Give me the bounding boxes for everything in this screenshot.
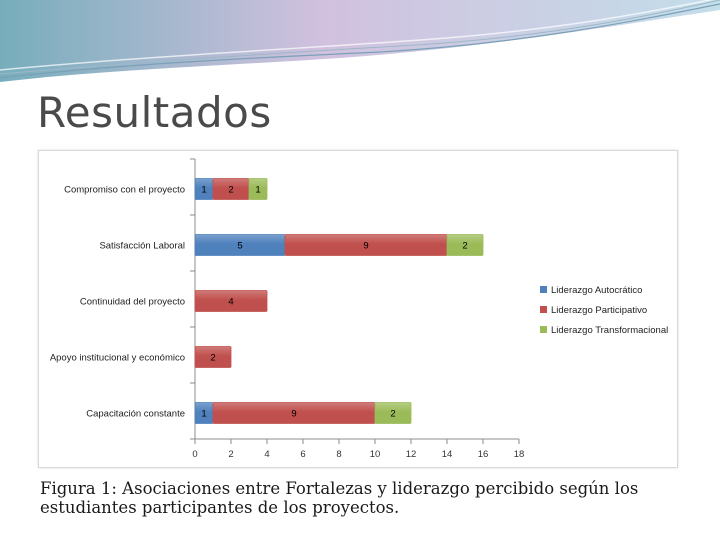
legend-swatch [540,326,547,333]
bar-segment [194,346,232,368]
legend-label: Liderazgo Transformacional [551,325,668,336]
bar-data-label: 5 [237,241,242,252]
top-wave-decoration [0,0,720,82]
x-tick-label: 16 [478,449,489,460]
y-category-label: Compromiso con el proyecto [64,185,185,196]
bar-data-label: 9 [291,409,296,420]
bar-segment [446,234,484,256]
bar-data-label: 1 [201,185,206,196]
bar-data-label: 1 [201,409,206,420]
bar-segment [194,290,268,312]
legend-label: Liderazgo Autocrático [551,285,642,296]
x-tick-label: 12 [406,449,417,460]
x-tick-label: 4 [264,449,269,460]
x-tick-label: 14 [442,449,453,460]
x-tick-label: 10 [370,449,381,460]
y-category-label: Satisfacción Laboral [99,241,185,252]
bar-data-label: 1 [255,185,260,196]
bar-data-label: 2 [210,353,215,364]
x-tick-label: 8 [336,449,341,460]
bar-segment [248,178,268,200]
figure-caption: Figura 1: Asociaciones entre Fortalezas … [40,479,639,517]
bar-segment [374,402,412,424]
bar-data-label: 4 [228,297,233,308]
x-tick-label: 0 [192,449,197,460]
y-category-label: Continuidad del proyecto [80,297,185,308]
bar-data-label: 9 [363,241,368,252]
x-tick-label: 18 [514,449,525,460]
x-tick-label: 6 [300,449,305,460]
legend-swatch [540,286,547,293]
chart-frame: 0 2 4 6 8 10 12 14 16 18 Compromiso con el proyect… [38,150,678,468]
bar-data-label: 2 [462,241,467,252]
bar-data-label: 2 [228,185,233,196]
y-category-label: Capacitación constante [86,409,185,420]
slide-title: Resultados [37,88,272,137]
x-tick-label: 2 [228,449,233,460]
legend-swatch [540,306,547,313]
legend-label: Liderazgo Participativo [551,305,647,316]
y-category-label: Apoyo institucional y económico [50,353,185,364]
bar-data-label: 2 [390,409,395,420]
